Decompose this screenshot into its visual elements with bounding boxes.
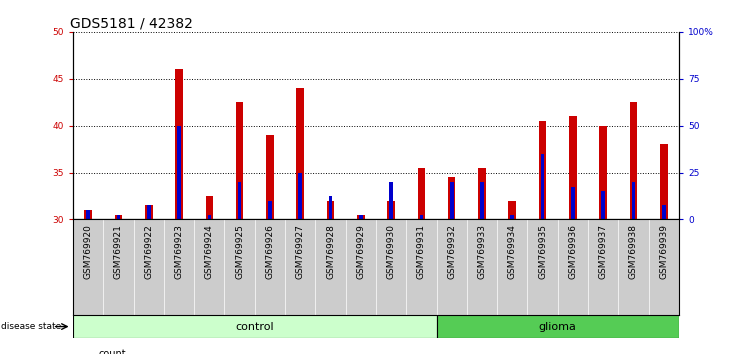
Bar: [602, 191, 605, 219]
Text: GSM769926: GSM769926: [266, 224, 274, 279]
Text: GSM769933: GSM769933: [477, 224, 486, 279]
Bar: [115, 215, 122, 219]
Bar: [480, 182, 484, 219]
Bar: [299, 172, 302, 219]
Bar: [236, 102, 243, 219]
Text: glioma: glioma: [539, 321, 577, 332]
Text: control: control: [236, 321, 274, 332]
Bar: [85, 210, 92, 219]
Bar: [296, 88, 304, 219]
Bar: [359, 215, 363, 219]
Bar: [327, 201, 334, 219]
Text: GSM769939: GSM769939: [659, 224, 668, 279]
FancyBboxPatch shape: [437, 315, 679, 338]
FancyBboxPatch shape: [73, 315, 437, 338]
Text: GSM769920: GSM769920: [84, 224, 93, 279]
Text: GSM769936: GSM769936: [569, 224, 577, 279]
Bar: [510, 215, 514, 219]
Bar: [206, 196, 213, 219]
Text: GSM769932: GSM769932: [447, 224, 456, 279]
Bar: [266, 135, 274, 219]
Text: GSM769934: GSM769934: [508, 224, 517, 279]
Bar: [86, 210, 90, 219]
Bar: [117, 215, 120, 219]
Text: GSM769922: GSM769922: [145, 224, 153, 279]
Bar: [175, 69, 182, 219]
Text: GSM769921: GSM769921: [114, 224, 123, 279]
Bar: [147, 205, 150, 219]
Bar: [448, 177, 456, 219]
Text: GSM769925: GSM769925: [235, 224, 244, 279]
Text: disease state: disease state: [1, 322, 62, 331]
Bar: [571, 187, 575, 219]
Bar: [478, 168, 485, 219]
Text: GSM769930: GSM769930: [387, 224, 396, 279]
Text: GSM769931: GSM769931: [417, 224, 426, 279]
Bar: [450, 182, 453, 219]
Bar: [177, 126, 181, 219]
Text: GSM769923: GSM769923: [174, 224, 183, 279]
Text: count: count: [99, 348, 126, 354]
Bar: [388, 201, 395, 219]
Bar: [569, 116, 577, 219]
Bar: [539, 121, 546, 219]
Bar: [357, 215, 364, 219]
Bar: [420, 215, 423, 219]
Bar: [631, 182, 635, 219]
Bar: [207, 215, 211, 219]
Bar: [599, 126, 607, 219]
Text: GDS5181 / 42382: GDS5181 / 42382: [70, 17, 193, 31]
Text: GSM769927: GSM769927: [296, 224, 304, 279]
Bar: [238, 182, 242, 219]
Text: GSM769935: GSM769935: [538, 224, 547, 279]
Bar: [145, 205, 153, 219]
Bar: [389, 182, 393, 219]
Text: GSM769929: GSM769929: [356, 224, 365, 279]
Bar: [630, 102, 637, 219]
Bar: [541, 154, 545, 219]
Text: GSM769937: GSM769937: [599, 224, 607, 279]
Bar: [328, 196, 332, 219]
Text: GSM769938: GSM769938: [629, 224, 638, 279]
Bar: [418, 168, 425, 219]
Bar: [660, 144, 667, 219]
Text: GSM769924: GSM769924: [205, 224, 214, 279]
Bar: [509, 201, 516, 219]
Bar: [662, 205, 666, 219]
Bar: [268, 201, 272, 219]
Text: GSM769928: GSM769928: [326, 224, 335, 279]
